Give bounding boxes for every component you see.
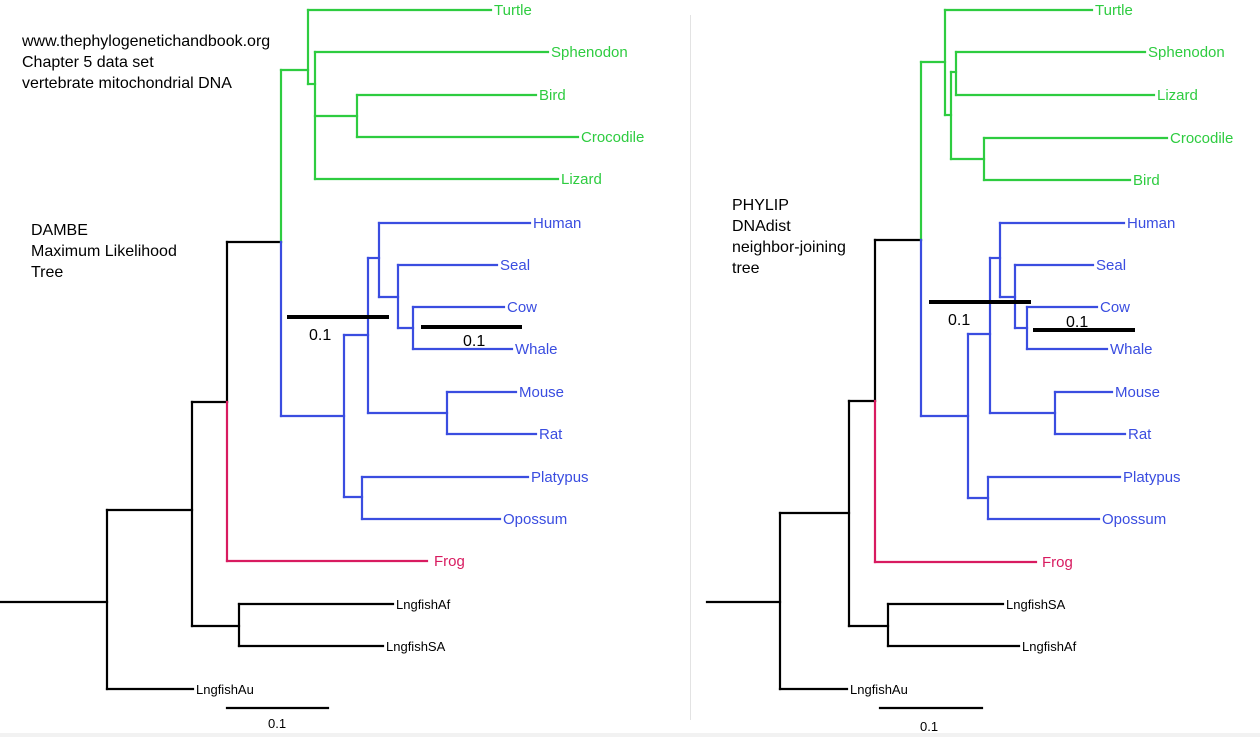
right-title-line-3: neighbor-joining	[732, 239, 846, 256]
taxon-label-lngfishaf: LngfishAf	[1022, 639, 1077, 654]
taxon-label-bird: Bird	[539, 87, 566, 104]
source-line-1: www.thephylogenetichandbook.org	[22, 33, 271, 50]
taxon-label-platypus: Platypus	[1123, 469, 1181, 486]
left-source-note: www.thephylogenetichandbook.org Chapter …	[22, 31, 270, 94]
scale-label-bottom: 0.1	[268, 716, 286, 731]
taxon-label-lizard: Lizard	[1157, 87, 1198, 104]
source-line-2: Chapter 5 data set	[22, 54, 154, 71]
scale-label-bottom-right: 0.1	[920, 719, 938, 734]
taxon-label-lngfishau: LngfishAu	[850, 682, 908, 697]
taxon-label-whale: Whale	[1110, 341, 1153, 358]
right-title-line-4: tree	[732, 260, 760, 277]
scale-label-inner-mammal: 0.1	[309, 327, 331, 344]
taxon-label-crocodile: Crocodile	[1170, 130, 1233, 147]
taxon-label-rat: Rat	[539, 426, 563, 443]
scale-label-inner-mammal-right: 0.1	[948, 312, 970, 329]
taxon-label-frog-right: Frog	[1042, 554, 1073, 571]
left-title-line-2: Maximum Likelihood	[31, 243, 177, 260]
right-title-line-2: DNAdist	[732, 218, 791, 235]
panel-divider	[690, 15, 691, 720]
source-line-3: vertebrate mitochondrial DNA	[22, 75, 232, 92]
taxon-label-turtle: Turtle	[494, 2, 532, 19]
right-tree-title: PHYLIP DNAdist neighbor-joining tree	[732, 195, 846, 279]
taxon-label-human: Human	[1127, 215, 1175, 232]
taxon-label-turtle: Turtle	[1095, 2, 1133, 19]
taxon-label-seal: Seal	[500, 257, 530, 274]
taxon-label-mouse: Mouse	[519, 384, 564, 401]
taxon-label-whale: Whale	[515, 341, 558, 358]
left-tree-title: DAMBE Maximum Likelihood Tree	[31, 220, 177, 283]
taxon-label-sphenodon: Sphenodon	[1148, 44, 1225, 61]
taxon-label-lngfishau: LngfishAu	[196, 682, 254, 697]
taxon-label-cow: Cow	[1100, 299, 1130, 316]
bottom-rule	[0, 733, 1260, 737]
taxon-label-opossum: Opossum	[503, 511, 567, 528]
taxon-label-sphenodon: Sphenodon	[551, 44, 628, 61]
taxon-label-lngfishaf: LngfishAf	[396, 597, 451, 612]
scale-label-inner-whale-right: 0.1	[1066, 314, 1088, 331]
taxon-label-lngfishsa: LngfishSA	[386, 639, 446, 654]
taxon-label-opossum: Opossum	[1102, 511, 1166, 528]
taxon-label-human: Human	[533, 215, 581, 232]
taxon-label-seal: Seal	[1096, 257, 1126, 274]
taxon-label-platypus: Platypus	[531, 469, 589, 486]
taxon-label-lngfishsa: LngfishSA	[1006, 597, 1066, 612]
taxon-label-lizard: Lizard	[561, 171, 602, 188]
taxon-label-mouse: Mouse	[1115, 384, 1160, 401]
taxon-label-rat: Rat	[1128, 426, 1152, 443]
left-title-line-3: Tree	[31, 264, 64, 281]
taxon-label-frog: Frog	[434, 553, 465, 570]
taxon-label-cow: Cow	[507, 299, 537, 316]
right-title-line-1: PHYLIP	[732, 197, 789, 214]
scale-label-inner-whale: 0.1	[463, 333, 485, 350]
taxon-label-bird: Bird	[1133, 172, 1160, 189]
left-title-line-1: DAMBE	[31, 222, 88, 239]
taxon-label-crocodile: Crocodile	[581, 129, 644, 146]
